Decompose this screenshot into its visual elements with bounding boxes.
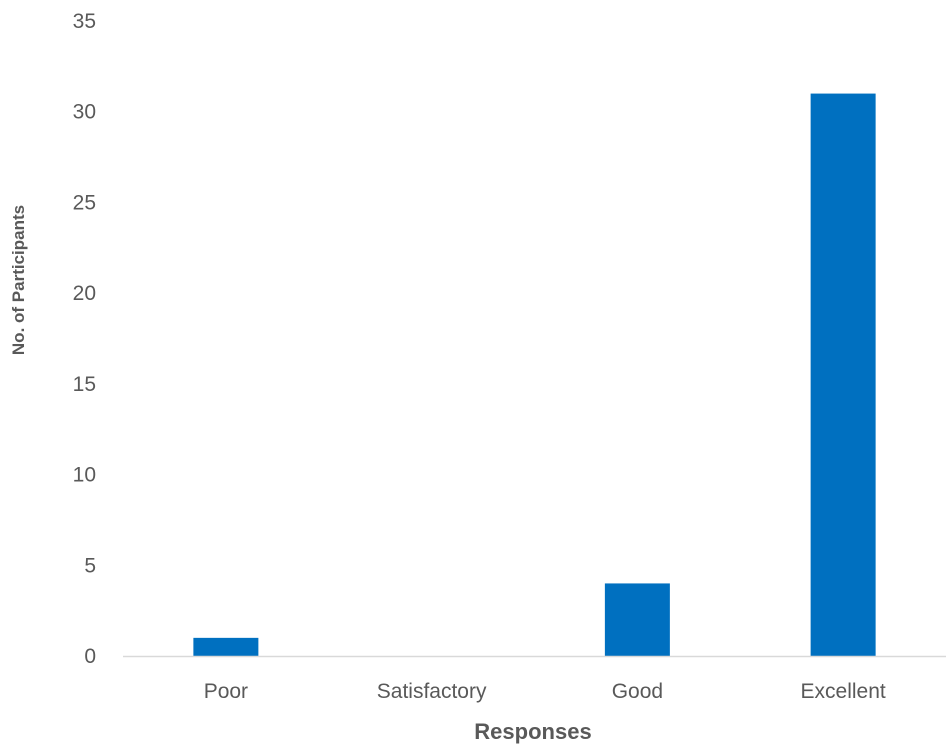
- x-tick-label: Poor: [204, 680, 248, 703]
- y-tick-label: 30: [73, 101, 96, 124]
- bars: [193, 93, 876, 657]
- y-tick-label: 35: [73, 10, 96, 33]
- y-tick-label: 10: [73, 464, 96, 487]
- y-axis-title: No. of Participants: [9, 205, 28, 355]
- x-tick-label: Good: [612, 680, 663, 703]
- y-tick-label: 25: [73, 191, 96, 214]
- x-axis-title: Responses: [474, 719, 591, 744]
- y-tick-label: 20: [73, 282, 96, 305]
- x-axis-ticks: Poor Satisfactory Good Excellent: [204, 680, 886, 703]
- y-tick-label: 0: [84, 645, 96, 668]
- bar-excellent: [810, 93, 876, 657]
- bar-good: [604, 583, 670, 656]
- y-tick-label: 5: [84, 554, 96, 577]
- bar-poor: [193, 637, 259, 656]
- x-tick-label: Satisfactory: [377, 680, 487, 703]
- y-axis-ticks: 0 5 10 15 20 25 30 35: [73, 10, 96, 668]
- x-tick-label: Excellent: [801, 680, 886, 703]
- y-tick-label: 15: [73, 373, 96, 396]
